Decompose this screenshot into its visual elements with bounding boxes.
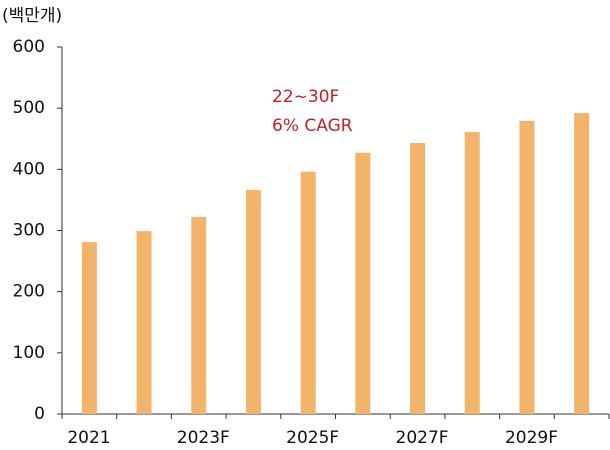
x-tick-label: 2029F bbox=[505, 428, 558, 448]
bar bbox=[245, 190, 261, 414]
bar bbox=[300, 171, 316, 414]
bar bbox=[136, 231, 152, 414]
y-tick-label: 500 bbox=[13, 98, 45, 118]
bar bbox=[464, 132, 480, 414]
x-tick-label: 2025F bbox=[286, 428, 339, 448]
annotation: 6% CAGR bbox=[272, 116, 353, 136]
y-axis-label: (백만개) bbox=[2, 6, 62, 26]
x-tick-label: 2027F bbox=[396, 428, 449, 448]
bar bbox=[410, 143, 426, 414]
x-tick-label: 2023F bbox=[177, 428, 230, 448]
bar bbox=[355, 152, 371, 414]
y-tick-label: 600 bbox=[13, 37, 45, 57]
y-tick-label: 200 bbox=[13, 282, 45, 302]
bar bbox=[191, 217, 207, 414]
y-tick-label: 300 bbox=[13, 221, 45, 241]
bar bbox=[574, 113, 590, 414]
y-tick-label: 100 bbox=[13, 343, 45, 363]
annotation: 22~30F bbox=[272, 87, 339, 107]
bar bbox=[519, 121, 535, 415]
y-tick-label: 0 bbox=[34, 404, 45, 424]
y-tick-label: 400 bbox=[13, 159, 45, 179]
bar bbox=[81, 242, 97, 414]
x-tick-label: 2021 bbox=[67, 428, 110, 448]
